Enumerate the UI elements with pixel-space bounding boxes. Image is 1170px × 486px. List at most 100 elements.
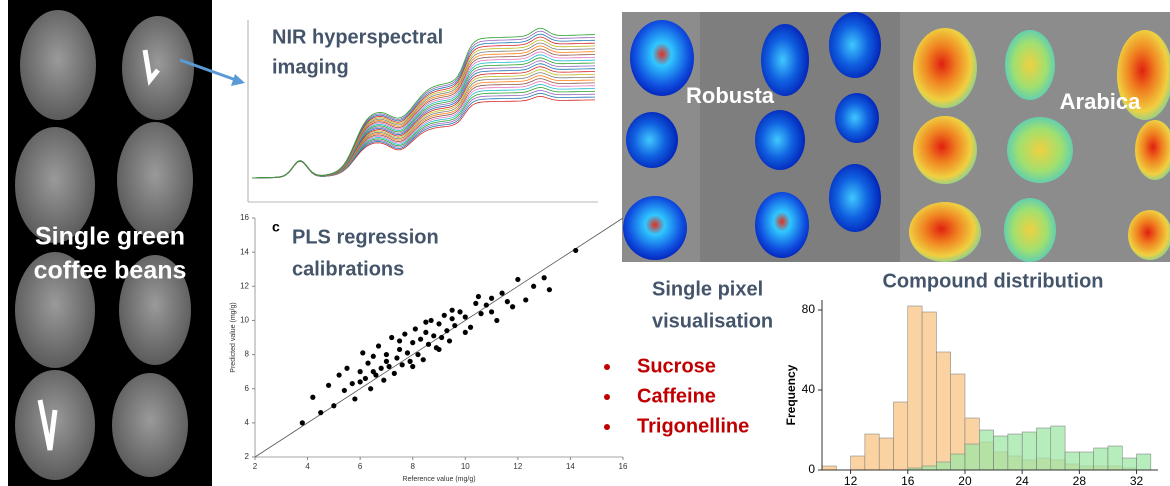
x-tick-label: 16 — [901, 474, 915, 486]
x-tick-label: 12 — [844, 474, 858, 486]
images-caption: Single pixel — [652, 278, 763, 300]
x-tick-label: 16 — [619, 462, 628, 471]
data-point — [444, 328, 450, 334]
data-point — [299, 420, 305, 426]
histogram-bar — [1064, 451, 1080, 471]
histogram-bar — [1122, 457, 1137, 471]
y-tick-label: 4 — [245, 418, 250, 427]
data-point — [349, 380, 355, 387]
histogram-bar — [893, 401, 909, 471]
panel-label: c — [272, 219, 280, 235]
histogram-bar — [1036, 427, 1052, 471]
y-tick-label: 40 — [802, 382, 816, 396]
data-point — [396, 346, 403, 353]
images-caption: visualisation — [652, 310, 773, 332]
data-point — [462, 314, 468, 320]
x-tick-label: 6 — [358, 462, 363, 471]
data-point — [362, 375, 368, 382]
histogram-bar — [964, 443, 980, 471]
data-point — [404, 350, 411, 356]
histogram-bar — [921, 465, 937, 471]
x-tick-label: 2 — [253, 462, 258, 471]
data-point — [420, 357, 426, 363]
data-point — [573, 247, 579, 254]
data-point — [360, 350, 366, 356]
data-point — [399, 362, 405, 368]
y-tick-label: 8 — [245, 350, 250, 359]
data-point — [515, 276, 521, 283]
x-tick-label: 28 — [1073, 474, 1087, 486]
variety-label: Robusta — [686, 83, 775, 108]
data-point — [326, 382, 332, 388]
y-tick-label: 80 — [802, 302, 816, 316]
data-point — [336, 372, 342, 378]
spectrum-line — [252, 92, 595, 179]
histogram-bar — [864, 433, 880, 471]
data-point — [402, 331, 408, 337]
data-point — [483, 302, 489, 308]
x-tick-label: 4 — [305, 462, 310, 471]
data-point — [457, 309, 463, 315]
histogram-bar — [936, 351, 951, 471]
y-axis-label: Frequency — [784, 364, 798, 425]
data-point — [407, 358, 413, 364]
data-point — [423, 319, 429, 325]
histogram-bar — [1136, 453, 1152, 471]
images-panel: Robusta Arabica — [622, 12, 1170, 262]
regression-title: calibrations — [292, 258, 404, 280]
histogram-bar — [1050, 425, 1066, 471]
histogram-bar — [1021, 431, 1037, 471]
spectrum-line — [251, 27, 596, 179]
data-point — [357, 379, 363, 385]
data-point — [389, 334, 395, 341]
data-point — [310, 394, 316, 400]
data-point — [394, 355, 400, 361]
data-point — [381, 377, 387, 383]
histogram-bar — [907, 305, 923, 471]
histogram-bar — [850, 455, 866, 471]
data-point — [365, 360, 371, 366]
data-point — [423, 329, 429, 335]
data-point — [439, 334, 445, 341]
data-point — [494, 317, 500, 324]
data-point — [425, 341, 432, 347]
histogram-bar — [979, 429, 994, 471]
data-point — [386, 363, 392, 370]
data-point — [412, 326, 418, 332]
data-point — [352, 396, 358, 402]
x-tick-label: 20 — [958, 474, 972, 486]
data-point — [375, 343, 382, 349]
spectrum-line — [251, 81, 596, 179]
data-point — [331, 403, 337, 409]
y-axis-label: Predicted value (mg/g) — [230, 302, 237, 372]
beans-label: Single green — [35, 223, 185, 251]
spectrum-line — [251, 30, 596, 179]
y-tick-label: 2 — [245, 452, 250, 461]
histogram-bar — [950, 453, 966, 471]
spectra-title: imaging — [272, 56, 349, 78]
x-tick-label: 24 — [1015, 474, 1029, 486]
data-point — [449, 307, 455, 313]
data-point — [368, 386, 374, 392]
data-point — [341, 387, 347, 394]
compound-name: Sucrose — [637, 355, 716, 377]
data-point — [344, 365, 350, 371]
y-tick-label: 10 — [240, 316, 249, 325]
data-point — [415, 351, 421, 358]
bullet — [604, 364, 610, 370]
data-point — [462, 329, 468, 335]
data-point — [370, 353, 376, 359]
data-point — [449, 316, 455, 322]
data-point — [410, 340, 416, 346]
compound-list: Sucrose Caffeine Trigonelline — [604, 355, 749, 437]
data-point — [383, 358, 390, 364]
spectra-title: NIR hyperspectral — [272, 26, 443, 48]
data-point — [418, 336, 424, 342]
data-point — [475, 293, 482, 300]
histogram-bar — [993, 435, 1009, 471]
data-point — [504, 299, 510, 305]
data-point — [318, 410, 324, 416]
data-point — [499, 290, 505, 296]
chart-title: Compound distribution — [882, 270, 1103, 292]
